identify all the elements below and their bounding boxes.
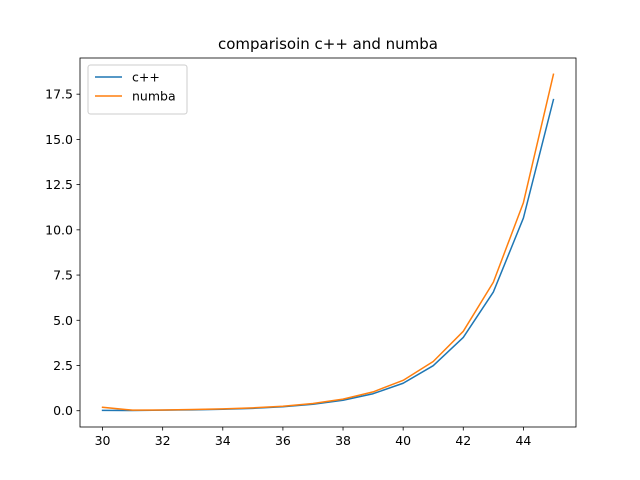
y-tick-label: 17.5 <box>45 87 73 102</box>
x-tick-label: 42 <box>455 433 471 448</box>
y-tick-label: 12.5 <box>45 177 73 192</box>
legend-label-1: numba <box>132 89 176 104</box>
y-tick-label: 0.0 <box>53 403 73 418</box>
series-line-0 <box>101 98 555 412</box>
y-tick-label: 10.0 <box>45 222 73 237</box>
y-tick-label: 7.5 <box>53 268 73 283</box>
axes-layer: 30 32 34 36 38 40 42 44 0.0 2.5 5.0 7.5 10.0 12.5 15.0… <box>45 57 577 448</box>
y-tick-label: 15.0 <box>45 132 73 147</box>
legend-label-0: c++ <box>132 70 160 85</box>
x-tick-label: 32 <box>155 433 171 448</box>
chart-title: comparisoin c++ and numba <box>218 35 438 53</box>
x-tick-label: 36 <box>275 433 291 448</box>
x-tick-label: 38 <box>335 433 351 448</box>
plot-frame <box>79 57 577 428</box>
y-tick-label: 2.5 <box>53 358 73 373</box>
x-tick-label: 40 <box>395 433 411 448</box>
series-layer <box>101 73 555 412</box>
legend: c++ numba <box>87 64 188 115</box>
x-tick-label: 30 <box>95 433 111 448</box>
x-tick-label: 34 <box>215 433 231 448</box>
y-tick-label: 5.0 <box>53 313 73 328</box>
series-line-1 <box>101 73 555 411</box>
x-tick-label: 44 <box>515 433 531 448</box>
